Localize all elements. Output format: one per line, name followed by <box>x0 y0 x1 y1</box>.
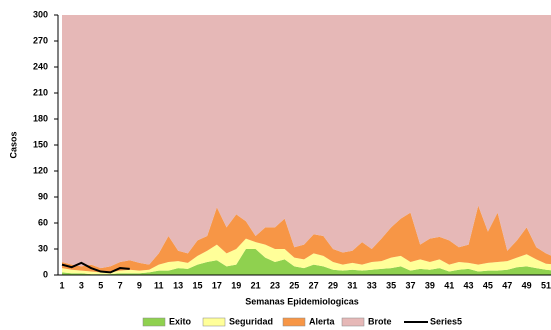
y-axis-label: Casos <box>8 131 18 158</box>
x-tick-label: 29 <box>328 280 338 290</box>
x-tick-label: 21 <box>251 280 261 290</box>
x-tick-label: 15 <box>193 280 203 290</box>
y-tick-label: 210 <box>33 87 48 97</box>
y-tick-label: 150 <box>33 139 48 149</box>
x-tick-label: 27 <box>309 280 319 290</box>
area <box>62 238 551 275</box>
x-tick-label: 35 <box>386 280 396 290</box>
y-tick-label: 90 <box>38 191 48 201</box>
x-tick-label: 17 <box>212 280 222 290</box>
legend-label: Alerta <box>309 316 336 326</box>
x-tick-label: 51 <box>541 280 551 290</box>
y-tick-label: 270 <box>33 35 48 45</box>
area <box>62 15 551 269</box>
legend-swatch <box>282 317 306 327</box>
x-tick-label: 25 <box>289 280 299 290</box>
legend-label: Seguridad <box>229 316 273 326</box>
x-tick-label: 5 <box>98 280 103 290</box>
x-tick-label: 9 <box>137 280 142 290</box>
legend-swatch <box>142 317 166 327</box>
y-tick-label: 60 <box>38 217 48 227</box>
y-tick-label: 30 <box>38 243 48 253</box>
x-tick-label: 7 <box>118 280 123 290</box>
x-tick-label: 19 <box>231 280 241 290</box>
x-tick-label: 39 <box>425 280 435 290</box>
legend-label: Brote <box>368 316 392 326</box>
x-tick-label: 11 <box>154 280 164 290</box>
x-tick-label: 43 <box>464 280 474 290</box>
y-tick-label: 180 <box>33 113 48 123</box>
line <box>61 261 130 274</box>
area <box>62 249 551 275</box>
x-tick-label: 33 <box>367 280 377 290</box>
x-tick-label: 49 <box>522 280 532 290</box>
x-tick-label: 47 <box>502 280 512 290</box>
y-tick-label: 240 <box>33 61 48 71</box>
x-tick-label: 13 <box>173 280 183 290</box>
x-tick-label: 1 <box>59 280 64 290</box>
x-tick-label: 37 <box>405 280 415 290</box>
legend-label: Series5 <box>430 316 462 326</box>
x-tick-label: 23 <box>270 280 280 290</box>
y-tick-label: 120 <box>33 165 48 175</box>
x-tick-label: 31 <box>347 280 357 290</box>
y-tick-label: 0 <box>43 269 48 279</box>
area <box>62 205 551 273</box>
legend-label: Exito <box>169 316 192 326</box>
x-tick-label: 3 <box>79 280 84 290</box>
y-tick-label: 300 <box>33 9 48 19</box>
legend-swatch <box>202 317 226 327</box>
x-axis-label: Semanas Epidemiologicas <box>245 296 359 306</box>
legend-swatch <box>341 317 365 327</box>
x-tick-label: 45 <box>483 280 493 290</box>
x-tick-label: 41 <box>444 280 454 290</box>
